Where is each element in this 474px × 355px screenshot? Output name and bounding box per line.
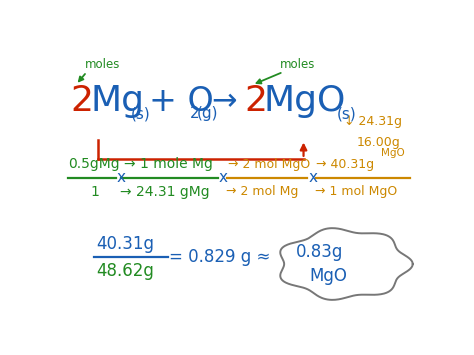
Text: 40.31g: 40.31g: [96, 235, 154, 252]
Text: ↓ 24.31g: ↓ 24.31g: [344, 115, 402, 129]
Text: + O: + O: [149, 85, 214, 118]
Text: → 1 mole Mg: → 1 mole Mg: [124, 157, 212, 171]
Text: x: x: [116, 170, 125, 185]
Text: 0.83g: 0.83g: [296, 243, 344, 261]
Text: 0.5gMg: 0.5gMg: [68, 157, 120, 171]
Text: MgO: MgO: [381, 148, 404, 158]
Text: → 24.31 gMg: → 24.31 gMg: [120, 185, 210, 198]
Text: 48.62g: 48.62g: [96, 262, 154, 280]
Text: MgO: MgO: [263, 84, 346, 118]
Text: (s): (s): [337, 106, 356, 121]
Text: (g): (g): [197, 106, 218, 121]
Text: x: x: [219, 170, 228, 185]
Text: → 1 mol MgO: → 1 mol MgO: [315, 185, 397, 198]
Text: →: →: [212, 87, 237, 116]
Text: moles: moles: [280, 58, 315, 71]
Text: 1: 1: [91, 185, 100, 198]
Text: → 40.31g: → 40.31g: [316, 158, 374, 171]
Text: 2: 2: [190, 106, 199, 121]
Text: = 0.829 g ≈: = 0.829 g ≈: [169, 248, 271, 266]
Text: Mg: Mg: [91, 84, 145, 118]
Text: moles: moles: [85, 58, 120, 71]
Text: → 2 mol Mg: → 2 mol Mg: [227, 185, 299, 198]
Text: (s): (s): [131, 106, 151, 121]
Text: 16.00g: 16.00g: [357, 136, 401, 149]
Text: MgO: MgO: [309, 267, 347, 285]
Text: → 2 mol MgO: → 2 mol MgO: [228, 158, 310, 171]
Text: 2: 2: [70, 84, 93, 118]
Text: 2: 2: [245, 84, 268, 118]
Text: x: x: [308, 170, 317, 185]
